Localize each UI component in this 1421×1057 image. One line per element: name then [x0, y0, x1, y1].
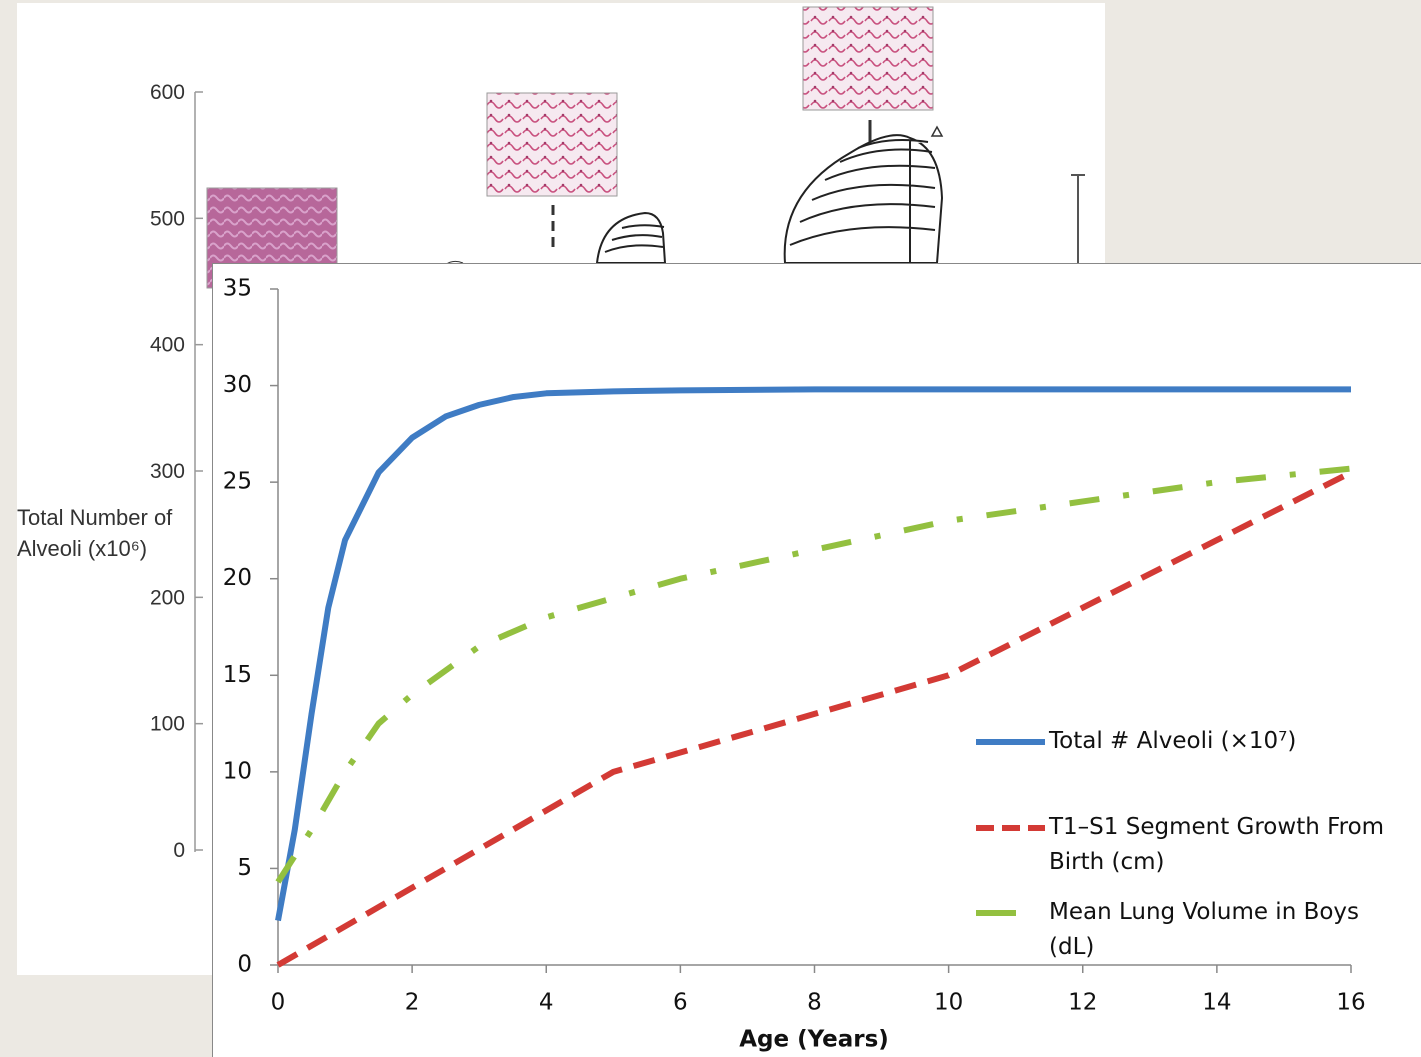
back-y-axis-title: Total Number of Alveoli (x10⁶) — [17, 505, 173, 561]
y-tick-label: 30 — [223, 372, 252, 398]
y-tick-label: 5 — [237, 855, 252, 881]
x-tick-label: 0 — [271, 990, 286, 1016]
front-chart: Age (Years) 0 5 10 15 20 25 30 35 0 2 4 6 8 10 12 14 16 — [212, 263, 1421, 1057]
y-tick-label: 25 — [223, 469, 252, 495]
x-tick-label: 10 — [934, 990, 963, 1016]
y-tick-label: 500 — [150, 207, 185, 230]
y-tick-label: 400 — [150, 334, 185, 357]
y-tick-label: 10 — [223, 758, 252, 784]
legend-label: Mean Lung Volume in Boys (dL) — [1049, 899, 1360, 960]
x-tick-label: 12 — [1068, 990, 1097, 1016]
x-tick-label: 2 — [405, 990, 420, 1016]
legend-label: T1–S1 Segment Growth From Birth (cm) — [1049, 814, 1385, 875]
x-axis-title: Age (Years) — [739, 1027, 889, 1053]
series-line — [275, 465, 1352, 884]
y-tick-label: 200 — [150, 586, 185, 609]
y-tick-label: 35 — [223, 276, 252, 302]
histology — [802, 6, 934, 111]
rib-cage — [595, 134, 944, 264]
x-tick-label: 6 — [673, 990, 688, 1016]
error-bar — [1071, 174, 1085, 265]
y-tick-label: 600 — [150, 81, 185, 104]
histology — [486, 92, 618, 197]
legend-label: Total # Alveoli (×10⁷) — [1049, 728, 1297, 754]
x-tick-label: 4 — [539, 990, 554, 1016]
y-tick-label: 0 — [237, 952, 252, 978]
y-tick-label: 300 — [150, 460, 185, 483]
x-tick-label: 8 — [807, 990, 822, 1016]
y-tick-label: 15 — [223, 662, 252, 688]
y-tick-label: 20 — [223, 565, 252, 591]
back-chart: 0 100 200 300 400 500 600 — [150, 6, 1085, 862]
marker — [930, 125, 944, 137]
y-tick-label: 100 — [150, 713, 185, 736]
series-line — [276, 469, 1353, 968]
x-tick-label: 16 — [1336, 990, 1365, 1016]
y-tick-label: 0 — [173, 839, 185, 862]
front-panel — [212, 263, 1421, 1057]
series-line — [275, 386, 1351, 922]
x-tick-label: 14 — [1202, 990, 1231, 1016]
